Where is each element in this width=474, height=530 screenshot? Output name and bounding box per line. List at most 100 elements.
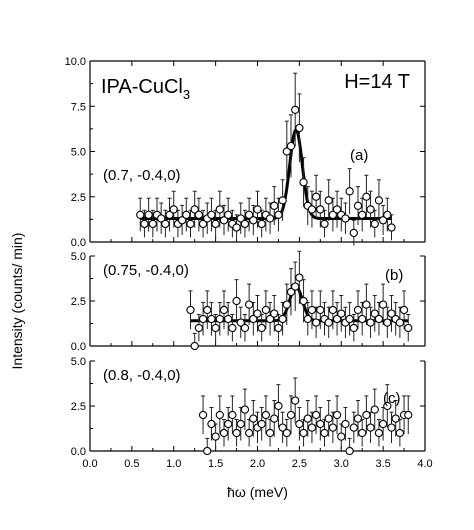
x-tick-label: 3.5 xyxy=(375,458,390,470)
data-point xyxy=(211,432,220,441)
data-point xyxy=(362,410,371,420)
data-point xyxy=(286,410,296,420)
data-point xyxy=(224,419,233,429)
data-point xyxy=(374,314,384,324)
data-point xyxy=(190,205,199,214)
data-point xyxy=(366,205,375,214)
data-point xyxy=(257,419,266,429)
data-point xyxy=(219,428,229,438)
y-tick-label: 0.0 xyxy=(71,237,86,249)
chart-title: IPA-CuCl3 xyxy=(101,76,190,102)
data-point xyxy=(387,223,396,232)
data-point xyxy=(378,419,388,429)
data-point xyxy=(182,210,191,219)
data-point xyxy=(215,314,224,324)
data-point xyxy=(383,401,392,411)
chart-title-subscript: 3 xyxy=(183,87,190,102)
data-point xyxy=(270,309,279,318)
data-point xyxy=(395,428,405,438)
data-point xyxy=(278,314,287,324)
data-point xyxy=(291,396,300,405)
data-point xyxy=(203,305,212,315)
y-tick-label: 5.0 xyxy=(71,251,86,263)
x-tick-label: 3.0 xyxy=(334,458,349,470)
data-point xyxy=(161,219,170,229)
data-point xyxy=(349,423,358,432)
data-point xyxy=(194,323,204,333)
data-point xyxy=(311,410,321,420)
data-point xyxy=(215,205,224,214)
q-vector-label: (0.75, -0.4,0) xyxy=(103,262,189,279)
data-point xyxy=(253,205,262,214)
data-point xyxy=(232,428,241,438)
data-point xyxy=(345,446,354,456)
data-point xyxy=(265,314,275,324)
data-point xyxy=(320,428,329,438)
x-axis-label: ħω (meV) xyxy=(227,484,288,500)
x-tick-label: 1.5 xyxy=(208,458,223,470)
data-point xyxy=(299,428,308,438)
data-point xyxy=(358,428,367,438)
data-point xyxy=(136,210,145,219)
data-point xyxy=(274,401,283,411)
panel-label: (b) xyxy=(385,267,403,284)
data-point xyxy=(337,432,346,441)
x-tick-label: 0.0 xyxy=(82,458,97,470)
data-point xyxy=(186,305,195,315)
data-point xyxy=(236,214,245,223)
data-point xyxy=(324,414,333,423)
panel-label: (a) xyxy=(350,147,368,164)
data-point xyxy=(324,318,333,327)
data-point xyxy=(291,105,300,115)
data-point xyxy=(190,341,199,351)
data-point xyxy=(311,318,321,327)
data-point xyxy=(316,419,325,429)
data-point xyxy=(387,423,396,432)
y-tick-label: 2.5 xyxy=(71,401,86,413)
data-point xyxy=(349,228,358,238)
data-point xyxy=(219,305,229,315)
data-point xyxy=(370,219,379,229)
data-point xyxy=(366,318,375,327)
y-axis-label: Intensity (counts/ min) xyxy=(9,233,25,370)
data-point xyxy=(240,405,250,414)
data-point xyxy=(165,210,174,219)
data-point xyxy=(249,414,258,423)
data-point xyxy=(349,323,358,333)
data-point xyxy=(211,219,220,229)
data-point xyxy=(224,314,233,324)
data-point xyxy=(353,201,363,210)
data-point xyxy=(353,414,363,423)
data-point xyxy=(148,219,157,229)
data-point xyxy=(228,323,237,333)
data-point xyxy=(307,305,317,315)
data-point xyxy=(295,419,304,429)
data-point xyxy=(395,318,405,327)
data-point xyxy=(203,446,212,456)
data-point xyxy=(253,309,262,318)
x-tick-label: 1.0 xyxy=(166,458,181,470)
data-point xyxy=(366,423,375,432)
data-point xyxy=(332,314,342,324)
panel-c: 0.0 2.5 5.0 (0.8, -0.4,0) (c) 0.0 0.5 1.0 1.5 2.0… xyxy=(71,356,433,500)
data-point xyxy=(362,300,371,309)
data-point xyxy=(299,178,308,187)
data-point xyxy=(311,192,321,201)
data-point xyxy=(378,216,388,225)
data-point xyxy=(249,216,258,225)
data-point xyxy=(328,210,338,219)
data-point xyxy=(257,219,266,229)
data-point xyxy=(198,219,208,229)
data-point xyxy=(387,309,396,318)
data-point xyxy=(186,219,195,229)
data-point xyxy=(358,314,367,324)
data-point xyxy=(232,296,241,306)
data-point xyxy=(274,323,283,333)
data-point xyxy=(404,323,413,333)
q-vector-label: (0.8, -0.4,0) xyxy=(103,367,181,384)
x-tick-label: 0.5 xyxy=(124,458,139,470)
data-point xyxy=(282,147,291,156)
y-tick-label: 5.0 xyxy=(71,147,86,159)
field-label: H=14 T xyxy=(344,71,410,93)
